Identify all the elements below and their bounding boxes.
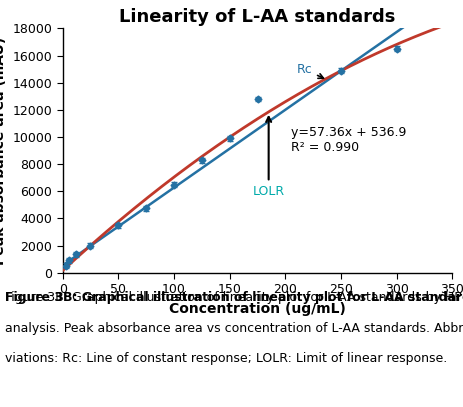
Text: y=57.36x + 536.9
R² = 0.990: y=57.36x + 536.9 R² = 0.990 xyxy=(290,126,406,154)
Text: LOLR: LOLR xyxy=(252,117,284,198)
X-axis label: Concentration (ug/mL): Concentration (ug/mL) xyxy=(169,302,345,316)
Y-axis label: Peak absorbance area (mAU): Peak absorbance area (mAU) xyxy=(0,37,7,265)
Text: Figure 3B: Graphical illustration of linearity plot for L-AA standards by HPLC: Figure 3B: Graphical illustration of lin… xyxy=(5,291,463,304)
Title: Linearity of L-AA standards: Linearity of L-AA standards xyxy=(119,8,395,26)
Text: analysis. Peak absorbance area vs concentration of L-AA standards. Abbre-: analysis. Peak absorbance area vs concen… xyxy=(5,322,463,335)
Text: Rc: Rc xyxy=(296,63,323,78)
Text: viations: Rc: Line of constant response; LOLR: Limit of linear response.: viations: Rc: Line of constant response;… xyxy=(5,352,446,365)
Text: Figure 3B: Graphical illustration of linearity plot for L-AA standards by HPLC: Figure 3B: Graphical illustration of lin… xyxy=(5,291,463,304)
